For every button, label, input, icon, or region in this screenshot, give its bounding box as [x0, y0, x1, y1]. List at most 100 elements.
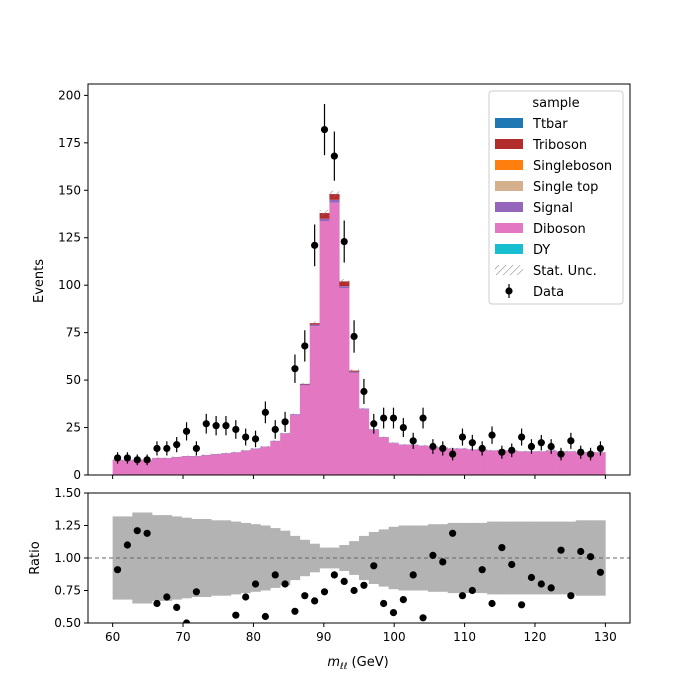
ratio-point: [281, 580, 289, 588]
stat-unc-band: [270, 440, 281, 442]
legend-entry: Stat. Unc.: [495, 264, 597, 279]
data-point: [222, 415, 230, 436]
ratio-point: [439, 558, 447, 566]
bar-diboson: [290, 415, 301, 475]
data-marker: [182, 427, 191, 435]
main-y-axis-label: Events: [32, 259, 47, 303]
data-point: [557, 447, 565, 461]
data-point: [478, 441, 486, 456]
histogram-bin: [191, 455, 202, 475]
data-point: [419, 407, 427, 429]
ratio-point: [350, 586, 358, 595]
data-marker: [468, 439, 476, 447]
bar-diboson: [398, 445, 409, 475]
ratio-point: [113, 566, 122, 574]
data-marker: [567, 437, 575, 445]
stat-unc-band: [457, 447, 468, 449]
ratio-unc-band: [437, 524, 448, 592]
bar-diboson: [280, 433, 291, 475]
data-marker: [251, 435, 260, 443]
main-y-tick-label: 200: [58, 88, 81, 102]
bar-diboson: [230, 452, 242, 475]
ratio-y-tick-label: 1.00: [54, 551, 81, 565]
legend-label: Diboson: [533, 222, 586, 237]
ratio-point: [163, 593, 171, 601]
histogram-bin: [516, 450, 527, 475]
x-axis-label-unit: (GeV): [347, 655, 388, 670]
stat-unc-band: [398, 444, 409, 446]
data-point: [547, 439, 555, 454]
ratio-point: [232, 611, 240, 619]
legend-swatch: [495, 202, 523, 212]
stat-unc-band: [280, 432, 291, 434]
data-marker: [163, 444, 171, 453]
data-point: [163, 441, 171, 456]
ratio-unc-band: [536, 521, 547, 595]
legend-swatch: [495, 118, 523, 128]
ratio-point: [577, 547, 585, 556]
bar-diboson: [142, 460, 153, 475]
stat-unc-band: [349, 369, 359, 372]
data-point: [399, 418, 407, 438]
data-marker: [261, 408, 269, 416]
main-y-tick-label: 175: [58, 136, 81, 150]
bar-diboson: [191, 456, 202, 475]
x-tick-label: 120: [524, 630, 547, 644]
ratio-point: [330, 571, 338, 579]
bar-triboson: [339, 281, 350, 287]
bar-diboson: [565, 451, 577, 475]
ratio-point: [596, 568, 605, 576]
histogram-bin: [290, 413, 301, 475]
stat-unc-band: [487, 449, 497, 451]
bar-diboson: [329, 202, 340, 475]
main-y-tick-label: 150: [58, 183, 81, 197]
main-axes-frame: [87, 83, 631, 476]
data-point: [340, 220, 348, 263]
bar-diboson: [201, 455, 212, 475]
ratio-unc-band: [319, 547, 330, 569]
data-point: [173, 437, 181, 453]
stat-unc-band: [211, 453, 222, 455]
data-point: [261, 401, 269, 424]
legend-entry: Singleboson: [495, 159, 612, 174]
stat-unc-band: [309, 321, 320, 325]
legend-entry: Signal: [495, 201, 573, 216]
data-point: [577, 445, 585, 459]
ratio-point: [380, 599, 388, 608]
main-y-tick-label: 100: [58, 278, 81, 292]
ratio-unc-band: [221, 520, 232, 596]
ratio-point: [458, 592, 467, 600]
bar-signal: [349, 371, 360, 373]
bar-diboson: [408, 445, 419, 475]
histogram-bin: [526, 450, 537, 475]
bar-diboson: [575, 452, 586, 475]
stat-unc-band: [230, 451, 241, 453]
histogram-bin: [211, 453, 222, 475]
main-y-tick-label: 0: [73, 468, 81, 482]
data-marker: [242, 433, 250, 441]
ratio-point: [143, 529, 151, 537]
ratio-unc-band: [122, 516, 133, 600]
data-point: [212, 415, 220, 436]
legend-entry: Data: [505, 284, 564, 300]
data-point: [232, 420, 240, 439]
stat-unc-band: [260, 445, 271, 448]
histogram-bin: [339, 279, 350, 475]
data-marker: [153, 444, 161, 453]
legend-label: Triboson: [532, 138, 587, 153]
main-panel: 0 25 50 75 100 125 150 175 200 Events: [32, 83, 631, 482]
data-marker: [389, 414, 398, 422]
ratio-point: [557, 546, 565, 554]
histogram-bin: [201, 454, 212, 475]
bar-diboson: [536, 451, 547, 475]
legend-entry: Diboson: [495, 222, 586, 237]
data-point: [301, 330, 309, 362]
histogram-bin: [536, 450, 547, 475]
bar-signal: [309, 324, 320, 327]
histogram-bin: [565, 450, 577, 475]
ratio-point: [419, 614, 427, 622]
legend-swatch: [495, 223, 523, 233]
data-point: [370, 413, 378, 434]
data-marker: [458, 433, 467, 441]
